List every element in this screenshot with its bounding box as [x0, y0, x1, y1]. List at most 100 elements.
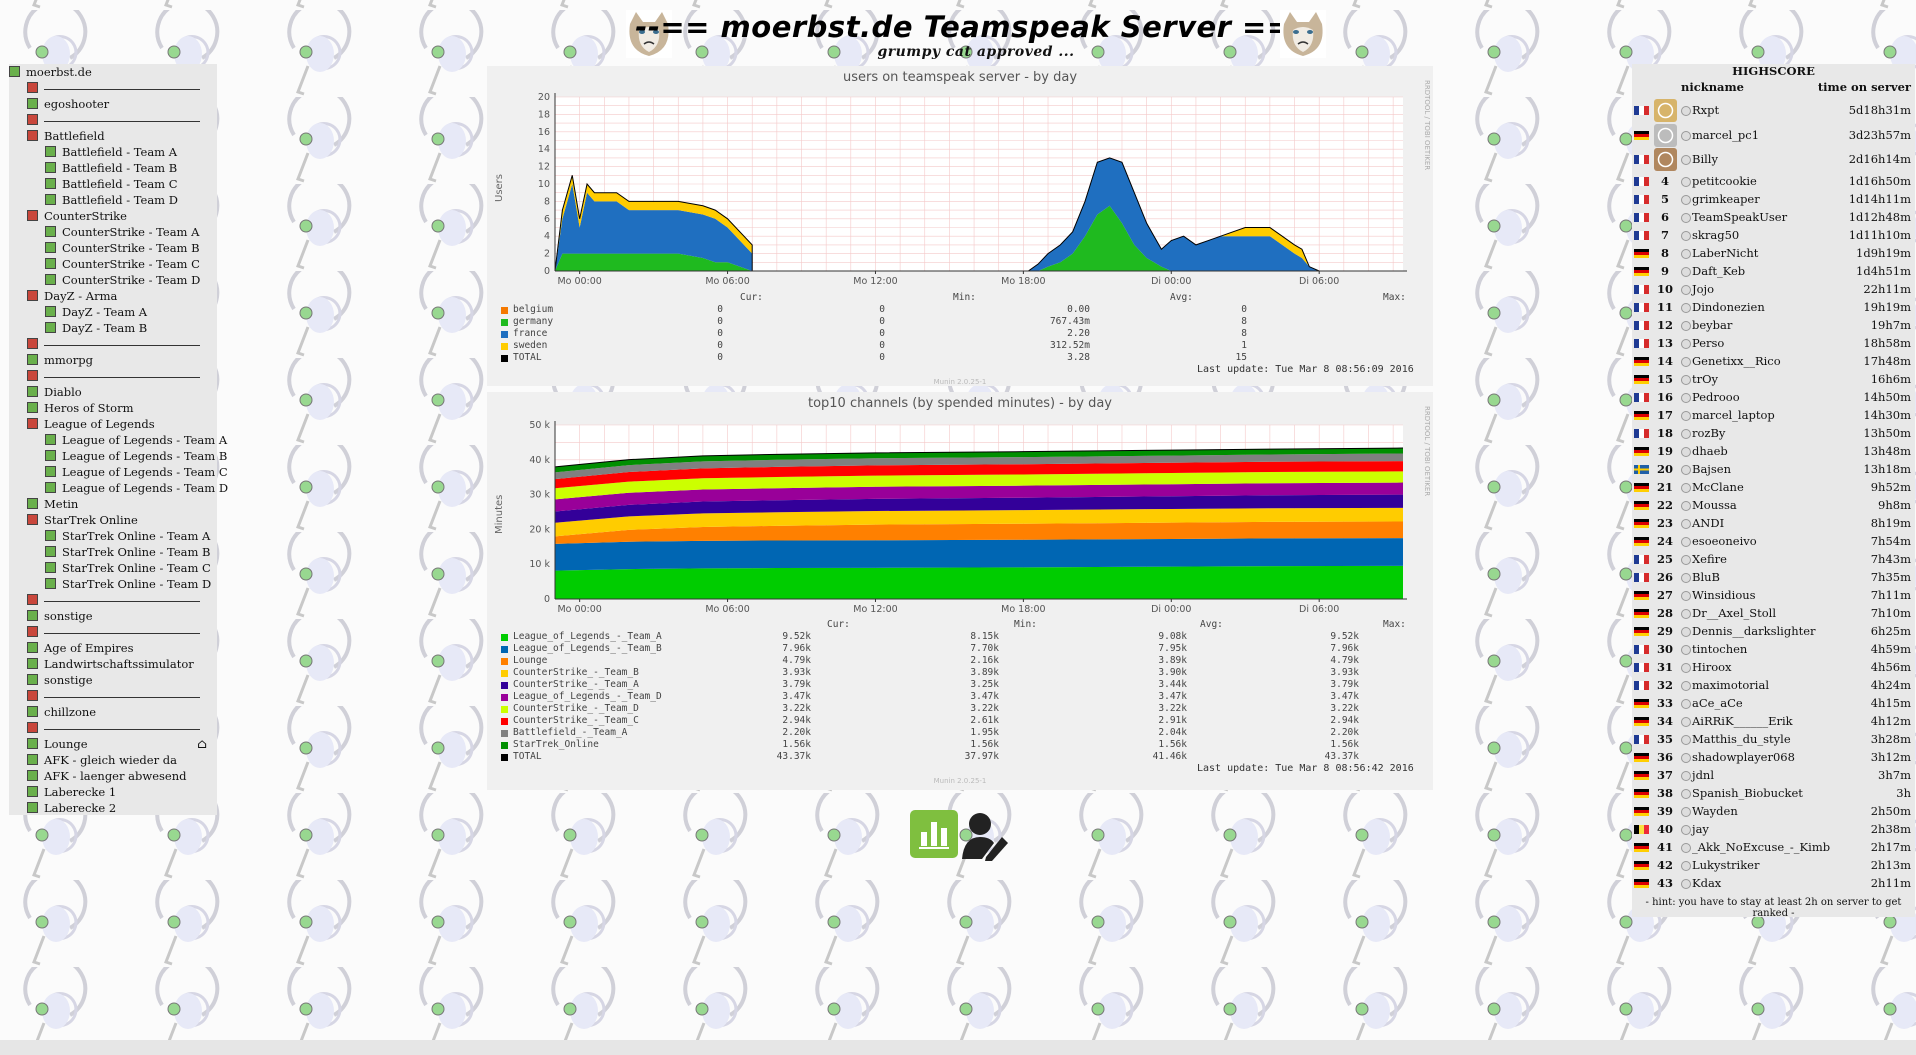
- channel-item[interactable]: AFK - gleich wieder da: [27, 752, 217, 768]
- player-nickname: petitcookie: [1692, 173, 1757, 188]
- channel-item[interactable]: AFK - laenger abwesend: [27, 768, 217, 784]
- bottom-strip: [0, 1040, 1916, 1055]
- client-status-icon: [1681, 662, 1691, 673]
- channel-item[interactable]: StarTrek Online - Team D: [45, 576, 217, 592]
- channel-item[interactable]: League of Legends - Team B: [45, 448, 227, 464]
- channel-item[interactable]: Metin: [27, 496, 217, 512]
- highscore-row: 38 Spanish_Biobucket 3h: [1632, 784, 1915, 802]
- channel-item[interactable]: mmorpg: [27, 352, 217, 368]
- channel-item[interactable]: StarTrek Online: [27, 512, 217, 528]
- channel-item[interactable]: DayZ - Team B: [45, 320, 217, 336]
- channel-label: CounterStrike: [44, 209, 127, 223]
- server-icon: [9, 66, 20, 77]
- y-tick-label: 8: [544, 196, 550, 207]
- highscore-row: 37 jdnl 3h7m: [1632, 766, 1915, 784]
- channel-item[interactable]: Battlefield - Team C: [45, 176, 217, 192]
- channel-item[interactable]: Laberecke 2: [27, 800, 217, 816]
- spacer-line: [44, 89, 200, 90]
- channel-item[interactable]: Laberecke 1: [27, 784, 217, 800]
- channel-item[interactable]: CounterStrike - Team D: [45, 272, 217, 288]
- rank-number: 25: [1656, 551, 1673, 566]
- client-status-icon: [1681, 338, 1691, 349]
- time-on-server: 4h12m: [1870, 713, 1911, 728]
- legend-row: CounterStrike_-_Team_B 3.93k 3.89k 3.90k 3.9…: [501, 667, 1421, 679]
- spacer-line: [44, 697, 200, 698]
- time-on-server: 1d16h50m: [1848, 173, 1911, 188]
- y-tick-label: 20 k: [529, 524, 550, 535]
- time-on-server: 2h17m: [1870, 839, 1911, 854]
- flag-de-icon: [1634, 788, 1649, 798]
- highscore-row: 10 Jojo 22h11m: [1632, 280, 1915, 298]
- client-status-icon: [1681, 842, 1691, 853]
- rank-number: 39: [1656, 803, 1673, 818]
- channel-item[interactable]: CounterStrike - Team C: [45, 256, 217, 272]
- channel-item[interactable]: League of Legends - Team D: [45, 480, 228, 496]
- channel-icon: [27, 498, 38, 509]
- highscore-row: 4 petitcookie 1d16h50m: [1632, 172, 1915, 190]
- channel-item[interactable]: Battlefield: [27, 128, 217, 144]
- user-edit-icon[interactable]: [960, 809, 1010, 861]
- client-status-icon: [1681, 644, 1691, 655]
- channel-item[interactable]: Age of Empires: [27, 640, 217, 656]
- rank-number: 27: [1656, 587, 1673, 602]
- channel-icon: [27, 402, 38, 413]
- channel-item[interactable]: CounterStrike - Team B: [45, 240, 217, 256]
- flag-fr-icon: [1634, 155, 1649, 164]
- rank-number: 22: [1656, 497, 1673, 512]
- channel-item[interactable]: Landwirtschaftssimulator: [27, 656, 217, 672]
- highscore-row: 32 maximotorial 4h24m: [1632, 676, 1915, 694]
- channel-item[interactable]: DayZ - Team A: [45, 304, 217, 320]
- channel-item[interactable]: League of Legends: [27, 416, 217, 432]
- channel-item[interactable]: League of Legends - Team A: [45, 432, 227, 448]
- channel-item[interactable]: Battlefield - Team D: [45, 192, 217, 208]
- channel-item[interactable]: chillzone: [27, 704, 217, 720]
- legend-row: League_of_Legends_-_Team_A 9.52k 8.15k 9.08…: [501, 631, 1421, 643]
- channel-icon: [45, 226, 56, 237]
- flag-de-icon: [1634, 410, 1649, 420]
- channel-item[interactable]: StarTrek Online - Team B: [45, 544, 217, 560]
- client-status-icon: [1681, 392, 1691, 403]
- series-area-Lounge: [555, 521, 1403, 544]
- legend-min-value: 2.16k: [970, 655, 999, 666]
- rank-number: 6: [1660, 209, 1669, 224]
- channel-item[interactable]: Heros of Storm: [27, 400, 217, 416]
- legend-row: Lounge 4.79k 2.16k 3.89k 4.79k: [501, 655, 1421, 667]
- channel-item[interactable]: Battlefield - Team A: [45, 144, 217, 160]
- channel-item[interactable]: sonstige: [27, 672, 217, 688]
- channel-item[interactable]: egoshooter: [27, 96, 217, 112]
- legend-swatch: [501, 730, 508, 737]
- channel-item[interactable]: CounterStrike - Team A: [45, 224, 217, 240]
- client-status-icon: [1681, 626, 1691, 637]
- page-subtitle: grumpy cat approved ...: [877, 44, 1075, 60]
- highscore-panel: HIGHSCORE nickname time on server Rxpt 5d…: [1632, 64, 1915, 919]
- highscore-row: 31 Hiroox 4h56m: [1632, 658, 1915, 676]
- silver-medal-icon: [1654, 123, 1677, 147]
- player-nickname: Billy: [1692, 152, 1718, 166]
- users-legend: belgium 0 0 0.00 0 germany 0 0 767.43m 8 france 0 0 2…: [501, 304, 1421, 364]
- channel-item[interactable]: sonstige: [27, 608, 217, 624]
- legend-swatch: [501, 634, 508, 641]
- highscore-row: 30 tintochen 4h59m: [1632, 640, 1915, 658]
- channel-item[interactable]: Battlefield - Team B: [45, 160, 217, 176]
- rank-number: 11: [1656, 299, 1673, 314]
- legend-max-value: 3.47k: [1330, 691, 1359, 702]
- column-header-nickname: nickname: [1681, 80, 1744, 94]
- player-nickname: jdnl: [1692, 767, 1715, 782]
- rank-number: 29: [1656, 623, 1673, 638]
- rank-number: 10: [1656, 281, 1673, 296]
- channel-item[interactable]: StarTrek Online - Team C: [45, 560, 217, 576]
- client-status-icon: [1681, 752, 1691, 763]
- channel-item[interactable]: Diablo: [27, 384, 217, 400]
- channel-item[interactable]: Lounge ⌂: [27, 736, 217, 752]
- channel-item[interactable]: League of Legends - Team C: [45, 464, 228, 480]
- channel-item[interactable]: CounterStrike: [27, 208, 217, 224]
- flag-de-icon: [1634, 770, 1649, 780]
- channel-icon: [45, 162, 56, 173]
- channel-item[interactable]: DayZ - Arma: [27, 288, 217, 304]
- channel-item[interactable]: StarTrek Online - Team A: [45, 528, 217, 544]
- highscore-row: 28 Dr__Axel_Stoll 7h10m: [1632, 604, 1915, 622]
- channel-item[interactable]: moerbst.de: [9, 64, 217, 80]
- x-tick-label: Di 06:00: [1299, 276, 1339, 287]
- legend-avg-value: 2.91k: [1158, 715, 1187, 726]
- bar-chart-icon[interactable]: [910, 810, 958, 858]
